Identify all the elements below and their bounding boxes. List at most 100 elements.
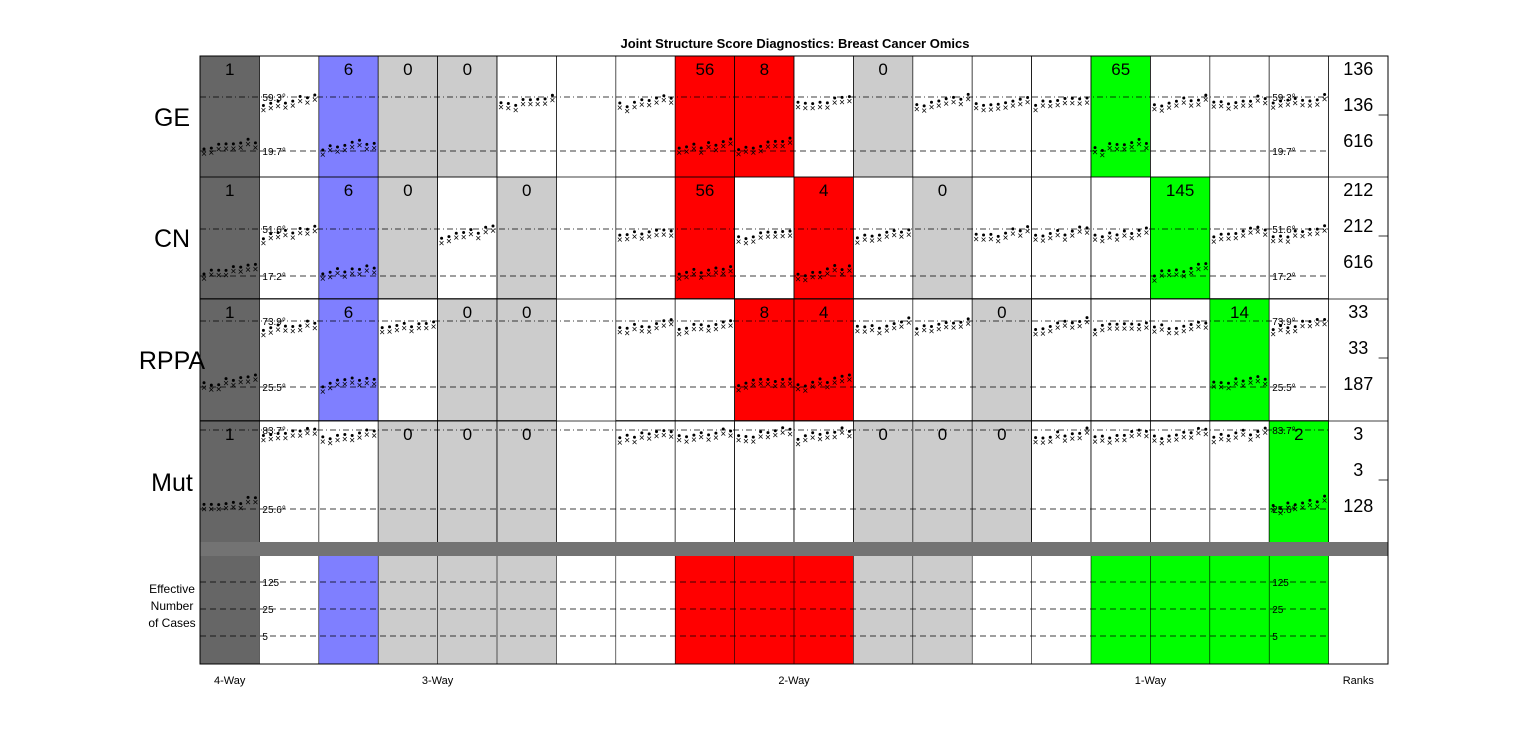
score-dot bbox=[966, 92, 970, 96]
score-dot bbox=[321, 435, 325, 439]
score-cell bbox=[615, 298, 676, 421]
score-cross: × bbox=[832, 265, 838, 276]
score-dot bbox=[1093, 328, 1097, 332]
score-cross: × bbox=[305, 229, 311, 240]
score-cross: × bbox=[780, 379, 786, 390]
score-cross: × bbox=[1033, 105, 1039, 116]
score-dot bbox=[1279, 324, 1283, 328]
score-dot bbox=[632, 435, 636, 439]
score-cross: × bbox=[260, 239, 266, 250]
score-cross: × bbox=[765, 142, 771, 153]
score-dot bbox=[283, 431, 287, 435]
score-dot bbox=[350, 376, 354, 380]
score-cross: × bbox=[1285, 237, 1291, 248]
score-cross: × bbox=[736, 150, 742, 161]
score-cross: × bbox=[268, 234, 274, 245]
score-dot bbox=[239, 265, 243, 269]
score-cross: × bbox=[297, 96, 303, 107]
score-dot bbox=[907, 228, 911, 232]
score-cell bbox=[615, 176, 676, 299]
score-cross: × bbox=[364, 144, 370, 155]
score-dot bbox=[892, 322, 896, 326]
score-dot bbox=[796, 100, 800, 104]
separator-band bbox=[200, 542, 1388, 556]
score-cell bbox=[259, 55, 320, 178]
score-dot bbox=[1100, 323, 1104, 327]
effective-cases-cell bbox=[200, 556, 260, 664]
score-cross: × bbox=[535, 99, 541, 110]
score-cross: × bbox=[1292, 327, 1298, 338]
score-cross: × bbox=[632, 232, 638, 243]
score-dot bbox=[358, 431, 362, 435]
score-dot bbox=[788, 229, 792, 233]
score-dot bbox=[447, 235, 451, 239]
score-cross: × bbox=[275, 233, 281, 244]
score-cross: × bbox=[617, 103, 623, 114]
score-cross: × bbox=[1151, 436, 1157, 447]
spacer-cell bbox=[1328, 177, 1388, 299]
effective-cases-cell bbox=[1031, 556, 1091, 664]
score-dot bbox=[669, 229, 673, 233]
score-cross: × bbox=[654, 432, 660, 443]
score-dot bbox=[625, 105, 629, 109]
score-dot bbox=[440, 236, 444, 240]
score-cross: × bbox=[364, 430, 370, 441]
score-dot bbox=[1263, 97, 1267, 101]
score-dot bbox=[907, 316, 911, 320]
score-dot bbox=[1226, 232, 1230, 236]
score-cell bbox=[853, 55, 914, 178]
score-cross: × bbox=[743, 147, 749, 158]
score-dot bbox=[632, 230, 636, 234]
score-dot bbox=[1263, 426, 1267, 430]
score-cell bbox=[1150, 298, 1211, 421]
score-dot bbox=[1093, 146, 1097, 150]
score-cross: × bbox=[846, 431, 852, 442]
chart-title: Joint Structure Score Diagnostics: Breas… bbox=[621, 36, 970, 51]
score-cross: × bbox=[223, 379, 229, 390]
score-cross: × bbox=[676, 329, 682, 340]
score-dot bbox=[677, 327, 681, 331]
score-cross: × bbox=[1262, 379, 1268, 390]
score-cross: × bbox=[1307, 101, 1313, 112]
score-cross: × bbox=[839, 428, 845, 439]
score-cross: × bbox=[1062, 436, 1068, 447]
cell-count: 1 bbox=[225, 181, 234, 200]
score-cross: × bbox=[839, 270, 845, 281]
score-cross: × bbox=[936, 101, 942, 112]
score-dot bbox=[1204, 262, 1208, 266]
score-cross: × bbox=[371, 379, 377, 390]
score-cross: × bbox=[728, 321, 734, 332]
score-cross: × bbox=[795, 102, 801, 113]
score-dot bbox=[773, 139, 777, 143]
score-dot bbox=[343, 378, 347, 382]
score-cross: × bbox=[335, 435, 341, 446]
score-cross: × bbox=[676, 148, 682, 159]
score-cross: × bbox=[639, 234, 645, 245]
score-dot bbox=[625, 233, 629, 237]
score-dot bbox=[714, 431, 718, 435]
score-cell bbox=[734, 298, 795, 421]
score-dot bbox=[313, 224, 317, 228]
score-dot bbox=[1315, 98, 1319, 102]
score-cross: × bbox=[810, 272, 816, 283]
score-cross: × bbox=[342, 272, 348, 283]
score-dot bbox=[840, 374, 844, 378]
score-cross: × bbox=[869, 326, 875, 337]
score-dot bbox=[737, 235, 741, 239]
score-dot bbox=[1323, 494, 1327, 498]
score-cross: × bbox=[268, 435, 274, 446]
cell-count: 0 bbox=[938, 181, 947, 200]
score-dot bbox=[246, 137, 250, 141]
score-cross: × bbox=[1270, 237, 1276, 248]
score-dot bbox=[350, 140, 354, 144]
effective-cases-cell bbox=[912, 556, 973, 664]
score-cell bbox=[259, 298, 320, 421]
score-cross: × bbox=[824, 433, 830, 444]
score-cross: × bbox=[1107, 438, 1113, 449]
score-cross: × bbox=[446, 237, 452, 248]
score-cross: × bbox=[357, 433, 363, 444]
score-cross: × bbox=[483, 227, 489, 238]
score-cross: × bbox=[1003, 233, 1009, 244]
score-cross: × bbox=[765, 379, 771, 390]
score-dot bbox=[372, 141, 376, 145]
